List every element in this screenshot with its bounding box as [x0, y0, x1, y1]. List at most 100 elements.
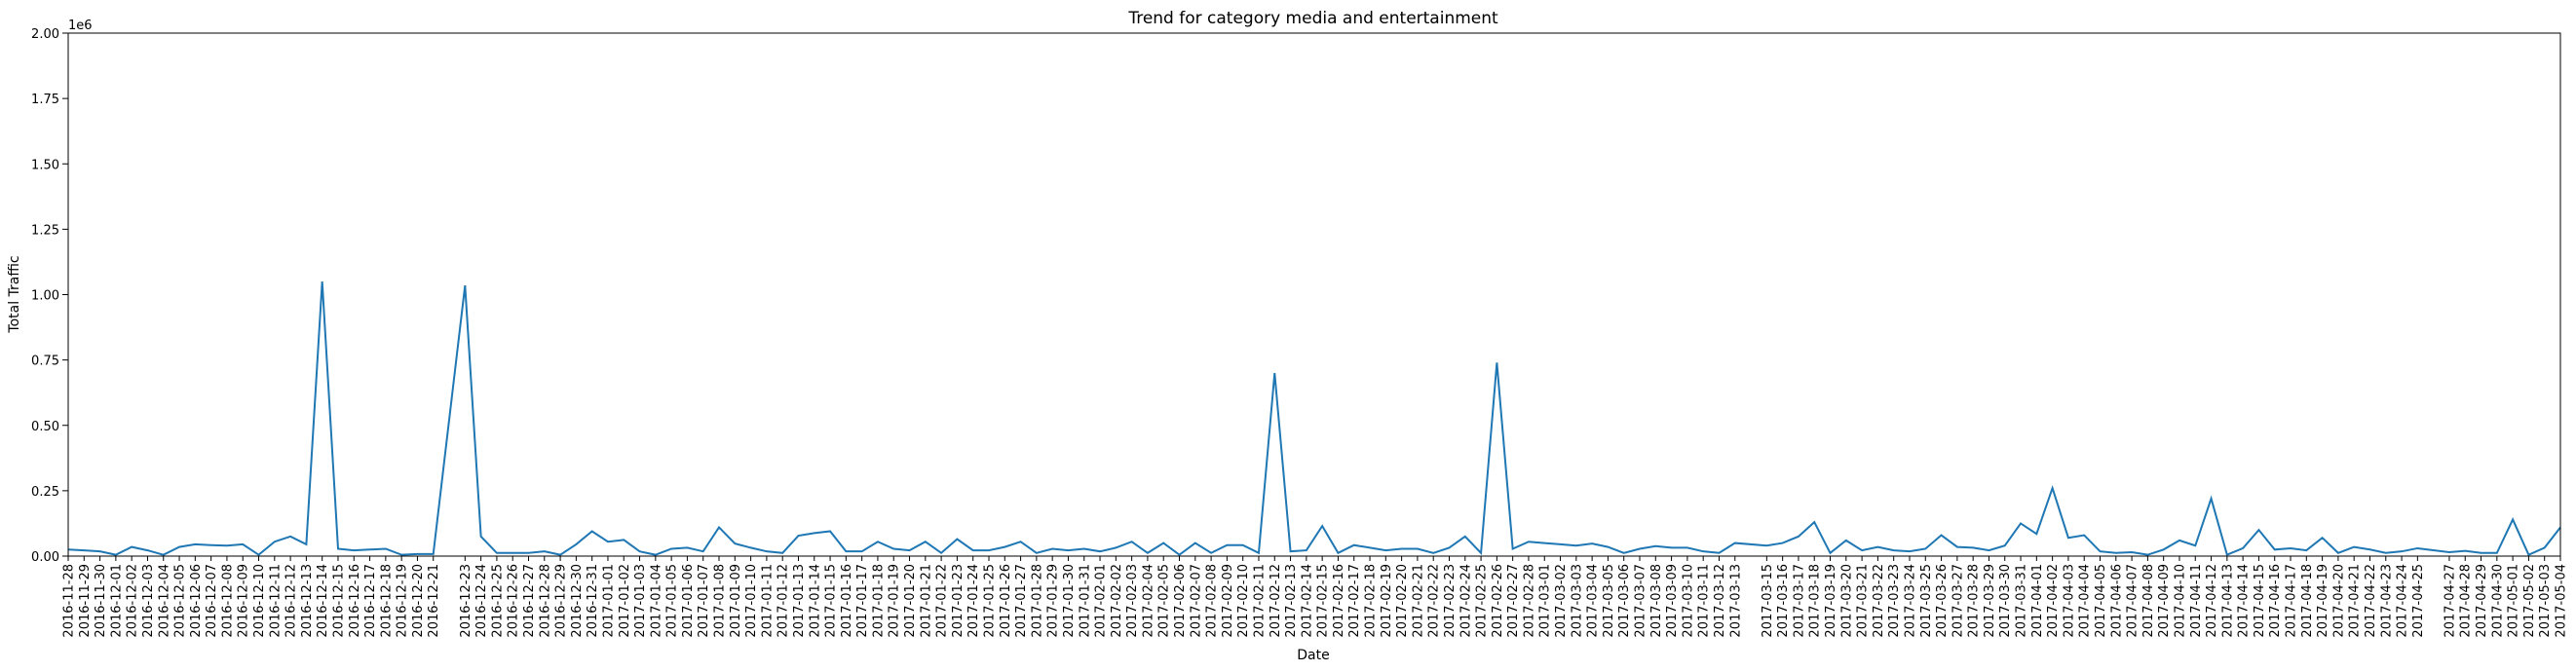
x-tick-label: 2016-12-27 — [522, 564, 537, 638]
x-tick-label: 2017-01-29 — [1046, 564, 1061, 638]
x-tick-label: 2016-12-29 — [554, 564, 569, 638]
x-tick-label: 2016-12-19 — [396, 564, 410, 638]
x-tick-label: 2017-03-03 — [1570, 564, 1584, 638]
y-axis: 0.00 0.25 0.50 0.75 1.00 1.25 1.50 1.75 2.00 — [31, 27, 68, 565]
plot-frame — [67, 32, 2561, 557]
x-tick-label: 2016-12-13 — [300, 564, 315, 638]
x-tick-label: 2016-12-25 — [490, 564, 505, 638]
x-tick-label: 2017-04-05 — [2094, 564, 2108, 638]
x-tick-label: 2017-03-05 — [1602, 564, 1616, 638]
x-tick-label: 2017-02-02 — [1110, 564, 1124, 638]
x-tick-label: 2017-02-27 — [1506, 564, 1521, 638]
x-tick-label: 2017-04-25 — [2411, 564, 2426, 638]
x-tick-label: 2017-04-15 — [2253, 564, 2267, 638]
x-tick-label: 2017-03-28 — [1967, 564, 1982, 638]
x-tick-label: 2016-12-15 — [331, 564, 346, 638]
x-tick-label: 2017-01-15 — [824, 564, 839, 638]
x-tick-label: 2016-11-29 — [78, 564, 93, 638]
x-tick-label: 2017-03-04 — [1586, 564, 1601, 638]
x-tick-label: 2016-12-05 — [173, 564, 188, 638]
x-tick-label: 2016-12-03 — [141, 564, 156, 638]
x-tick-label: 2017-04-27 — [2443, 564, 2457, 638]
x-tick-label: 2017-02-03 — [1125, 564, 1140, 638]
y-tick-label: 1.50 — [31, 158, 59, 172]
x-tick-label: 2017-02-25 — [1475, 564, 1490, 638]
x-tick-label: 2017-04-29 — [2475, 564, 2489, 638]
x-tick-label: 2017-01-30 — [1062, 564, 1077, 638]
x-tick-label: 2016-11-28 — [62, 564, 77, 638]
x-tick-label: 2017-01-12 — [777, 564, 791, 638]
x-tick-label: 2016-12-01 — [109, 564, 124, 638]
x-tick-label: 2017-03-08 — [1649, 564, 1664, 638]
x-tick-label: 2017-02-20 — [1395, 564, 1410, 638]
x-tick-label: 2017-01-31 — [1078, 564, 1092, 638]
x-tick-label: 2017-02-23 — [1443, 564, 1458, 638]
y-offset-label: 1e6 — [68, 19, 93, 33]
y-tick-label: 0.75 — [31, 355, 59, 369]
y-tick-label: 2.00 — [31, 27, 59, 42]
x-tick-label: 2017-02-26 — [1491, 564, 1505, 638]
x-tick-label: 2017-04-08 — [2141, 564, 2156, 638]
x-tick-label: 2017-01-03 — [633, 564, 648, 638]
x-tick-label: 2017-03-31 — [2015, 564, 2029, 638]
x-tick-label: 2017-01-13 — [792, 564, 807, 638]
x-tick-label: 2017-01-19 — [888, 564, 902, 638]
x-tick-label: 2017-03-22 — [1872, 564, 1886, 638]
x-tick-label: 2017-01-21 — [919, 564, 933, 638]
x-tick-label: 2017-01-02 — [618, 564, 632, 638]
x-tick-label: 2017-04-16 — [2268, 564, 2283, 638]
x-tick-label: 2017-04-10 — [2173, 564, 2187, 638]
x-tick-label: 2017-03-23 — [1887, 564, 1902, 638]
x-tick-label: 2016-12-10 — [252, 564, 267, 638]
x-axis-label: Date — [1297, 648, 1329, 663]
x-tick-label: 2016-12-06 — [189, 564, 204, 638]
x-tick-label: 2017-04-04 — [2078, 564, 2093, 638]
x-tick-label: 2017-01-05 — [665, 564, 680, 638]
x-tick-label: 2017-01-22 — [935, 564, 950, 638]
x-tick-label: 2017-01-16 — [840, 564, 854, 638]
x-tick-label: 2017-01-04 — [649, 564, 663, 638]
x-tick-label: 2017-03-02 — [1554, 564, 1569, 638]
x-tick-label: 2017-03-17 — [1792, 564, 1806, 638]
x-tick-label: 2017-04-09 — [2157, 564, 2172, 638]
y-tick-label: 0.25 — [31, 485, 59, 500]
x-tick-label: 2016-12-24 — [474, 564, 489, 638]
x-tick-label: 2017-02-08 — [1205, 564, 1220, 638]
x-tick-label: 2017-03-12 — [1713, 564, 1727, 638]
x-tick-label: 2017-04-14 — [2237, 564, 2252, 638]
x-tick-label: 2017-01-14 — [808, 564, 822, 638]
x-tick-label: 2017-02-14 — [1300, 564, 1314, 638]
x-tick-label: 2016-12-20 — [411, 564, 426, 638]
x-tick-label: 2017-02-13 — [1284, 564, 1299, 638]
x-tick-label: 2017-05-02 — [2522, 564, 2537, 638]
x-tick-label: 2017-02-01 — [1094, 564, 1109, 638]
x-tick-label: 2017-04-02 — [2046, 564, 2061, 638]
x-tick-label: 2017-01-27 — [1014, 564, 1029, 638]
x-tick-label: 2017-03-26 — [1935, 564, 1950, 638]
y-tick-label: 1.25 — [31, 223, 59, 238]
x-tick-label: 2017-05-03 — [2538, 564, 2553, 638]
x-tick-label: 2017-01-01 — [601, 564, 616, 638]
x-tick-label: 2017-02-15 — [1316, 564, 1331, 638]
x-tick-label: 2017-04-06 — [2109, 564, 2124, 638]
x-tick-label: 2017-02-18 — [1364, 564, 1379, 638]
x-tick-label: 2017-04-03 — [2062, 564, 2076, 638]
x-tick-label: 2017-01-09 — [729, 564, 743, 638]
x-tick-label: 2016-11-30 — [94, 564, 108, 638]
x-tick-label: 2016-12-26 — [507, 564, 521, 638]
x-tick-label: 2017-04-18 — [2300, 564, 2315, 638]
x-tick-label: 2017-05-01 — [2507, 564, 2521, 638]
x-tick-label: 2017-03-07 — [1634, 564, 1648, 638]
x-tick-label: 2017-01-20 — [903, 564, 918, 638]
x-tick-label: 2017-03-01 — [1538, 564, 1553, 638]
x-tick-label: 2017-04-19 — [2316, 564, 2330, 638]
x-tick-label: 2017-03-16 — [1776, 564, 1791, 638]
x-tick-label: 2017-03-25 — [1919, 564, 1934, 638]
x-tick-label: 2017-04-13 — [2220, 564, 2235, 638]
x-tick-label: 2016-12-23 — [459, 564, 474, 638]
x-tick-label: 2017-03-29 — [1983, 564, 1997, 638]
series-line — [67, 281, 2561, 557]
x-tick-label: 2016-12-11 — [268, 564, 283, 638]
x-tick-label: 2017-02-07 — [1189, 564, 1203, 638]
x-tick-label: 2017-03-18 — [1808, 564, 1823, 638]
